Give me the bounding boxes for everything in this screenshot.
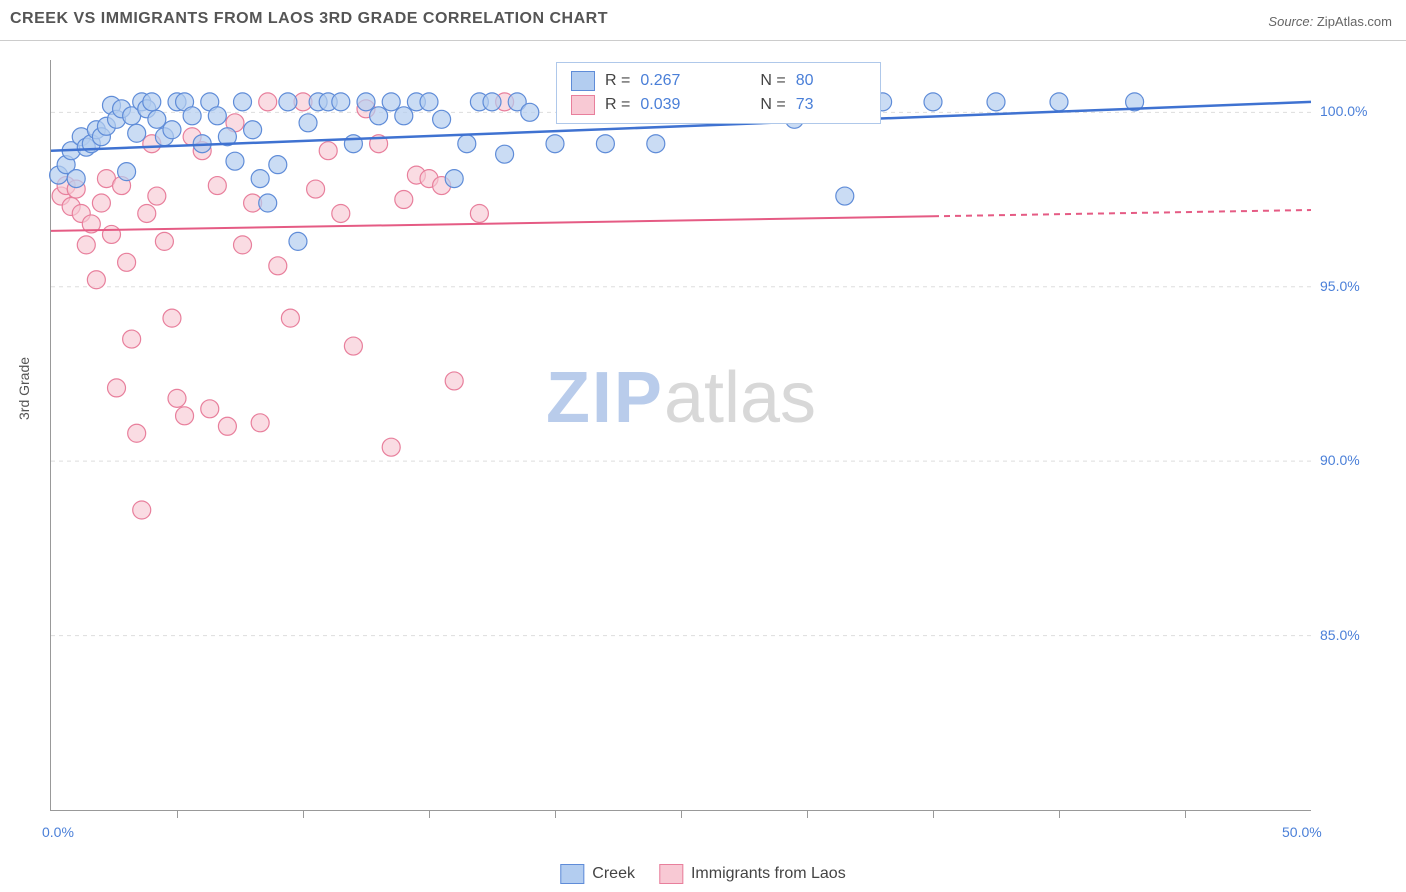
ytick-label: 90.0%: [1320, 452, 1360, 468]
x-max-label: 50.0%: [1282, 824, 1322, 840]
legend-label-laos: Immigrants from Laos: [691, 865, 846, 883]
ytick-label: 85.0%: [1320, 627, 1360, 643]
r-label: R =: [605, 96, 630, 114]
y-axis-label: 3rd Grade: [16, 357, 32, 420]
chart-plot-area: ZIPatlas R = 0.267 N = 80 R = 0.039 N = …: [50, 60, 1311, 811]
x-min-label: 0.0%: [42, 824, 74, 840]
ytick-label: 95.0%: [1320, 278, 1360, 294]
chart-title: CREEK VS IMMIGRANTS FROM LAOS 3RD GRADE …: [10, 10, 608, 28]
swatch-laos-icon: [659, 864, 683, 884]
source-label: Source:: [1268, 14, 1313, 29]
legend-item-creek: Creek: [560, 864, 635, 884]
source-attribution: Source: ZipAtlas.com: [1268, 14, 1392, 29]
series-legend: Creek Immigrants from Laos: [560, 864, 845, 884]
n-value-laos: 73: [796, 96, 866, 114]
n-label: N =: [760, 96, 785, 114]
legend-row-creek: R = 0.267 N = 80: [571, 69, 866, 93]
swatch-creek-icon: [560, 864, 584, 884]
scatter-plot-svg: [51, 60, 1311, 810]
r-value-creek: 0.267: [640, 72, 750, 90]
header-bar: CREEK VS IMMIGRANTS FROM LAOS 3RD GRADE …: [0, 0, 1406, 41]
n-label: N =: [760, 72, 785, 90]
swatch-laos: [571, 95, 595, 115]
legend-item-laos: Immigrants from Laos: [659, 864, 846, 884]
legend-row-laos: R = 0.039 N = 73: [571, 93, 866, 117]
swatch-creek: [571, 71, 595, 91]
n-value-creek: 80: [796, 72, 866, 90]
r-label: R =: [605, 72, 630, 90]
legend-label-creek: Creek: [592, 865, 635, 883]
r-value-laos: 0.039: [640, 96, 750, 114]
ytick-label: 100.0%: [1320, 103, 1367, 119]
source-value: ZipAtlas.com: [1317, 14, 1392, 29]
correlation-legend: R = 0.267 N = 80 R = 0.039 N = 73: [556, 62, 881, 124]
